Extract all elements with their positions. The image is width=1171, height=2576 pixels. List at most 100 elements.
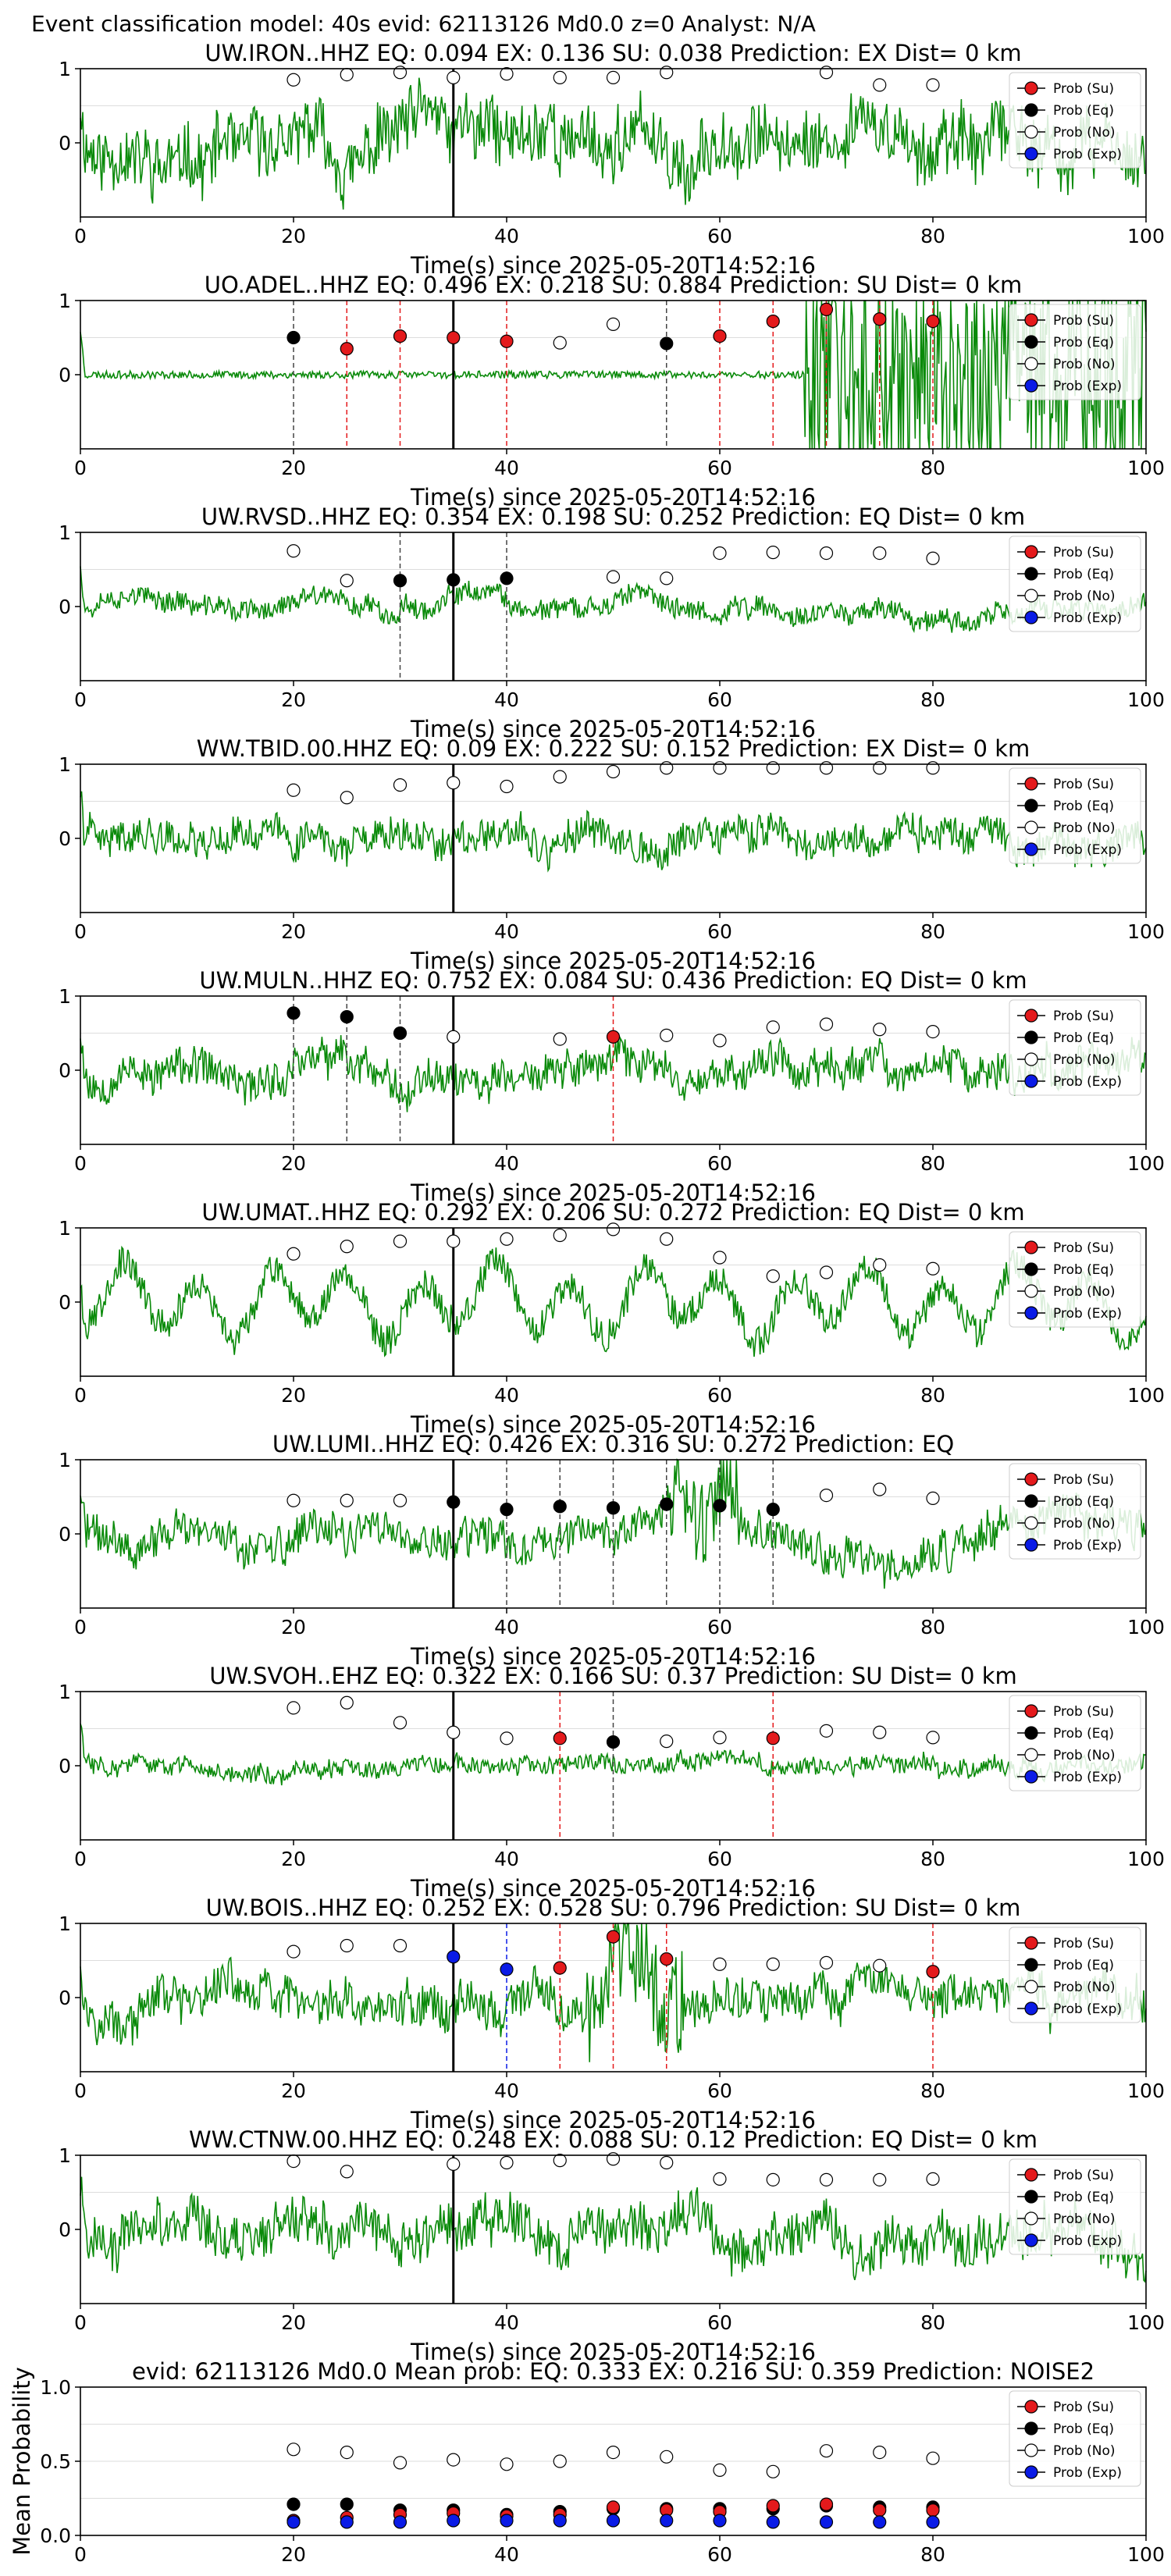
x-tick-label: 60 — [707, 920, 732, 943]
prob-point-su — [393, 329, 408, 343]
y-tick-label: 0 — [59, 1523, 71, 1546]
prob-point-no — [660, 1232, 674, 1246]
legend-label: Prob (Su) — [1053, 1472, 1114, 1488]
panel-title: UO.ADEL..HHZ EQ: 0.496 EX: 0.218 SU: 0.8… — [205, 272, 1023, 298]
x-tick-label: 60 — [707, 2543, 732, 2566]
x-tick-label: 0 — [74, 2543, 87, 2566]
prob-point-no — [500, 779, 514, 794]
waveform-line — [80, 1245, 1147, 1357]
legend-label: Prob (Su) — [1053, 1009, 1114, 1024]
x-tick-label: 60 — [707, 1384, 732, 1407]
prob-point-no — [287, 73, 301, 87]
x-tick-label: 20 — [281, 1384, 306, 1407]
prob-point-eq — [287, 1006, 301, 1020]
y-tick-label: 0 — [59, 2218, 71, 2241]
prob-point-exp — [447, 2514, 461, 2528]
prob-point-no — [819, 2444, 834, 2458]
prob-point-no — [819, 1955, 834, 1969]
waveform-line — [80, 566, 1147, 633]
legend-marker-su — [1024, 313, 1038, 327]
prob-point-no — [873, 1258, 887, 1272]
legend-frame — [1009, 1463, 1141, 1560]
legend: Prob (Su) Prob (Eq) Prob (No) Prob (Exp) — [1009, 1231, 1141, 1328]
prob-point-eq — [660, 336, 674, 350]
legend-label: Prob (Eq) — [1053, 1262, 1114, 1278]
prob-point-no — [393, 2456, 408, 2470]
x-tick-label: 40 — [494, 2080, 519, 2102]
legend: Prob (Su) Prob (Eq) Prob (No) Prob (Exp) — [1009, 1927, 1141, 2023]
panel-title: evid: 62113126 Md0.0 Mean prob: EQ: 0.33… — [132, 2358, 1094, 2385]
x-tick-label: 20 — [281, 2080, 306, 2102]
prob-point-exp — [553, 2514, 567, 2528]
x-tick-label: 0 — [74, 688, 87, 711]
prob-point-no — [660, 2450, 674, 2464]
x-tick-label: 80 — [920, 225, 945, 247]
legend-label: Prob (No) — [1053, 357, 1116, 372]
legend: Prob (Su) Prob (Eq) Prob (No) Prob (Exp) — [1009, 2390, 1141, 2487]
legend-label: Prob (Exp) — [1053, 842, 1122, 858]
x-tick-label: 60 — [707, 1152, 732, 1175]
x-tick-label: 100 — [1127, 1384, 1165, 1407]
prob-point-su — [926, 2503, 940, 2517]
x-tick-label: 40 — [494, 457, 519, 479]
y-tick-label: 0.0 — [40, 2524, 71, 2547]
prob-point-no — [500, 67, 514, 81]
legend-marker-su — [1024, 1472, 1038, 1486]
legend: Prob (Su) Prob (Eq) Prob (No) Prob (Exp) — [1009, 304, 1141, 400]
prob-point-no — [660, 1735, 674, 1749]
panel-6: UW.UMAT..HHZ EQ: 0.292 EX: 0.206 SU: 0.2… — [59, 1199, 1165, 1438]
x-tick-label: 0 — [74, 1848, 87, 1870]
panel-title: UW.LUMI..HHZ EQ: 0.426 EX: 0.316 SU: 0.2… — [272, 1431, 954, 1457]
prob-point-no — [340, 2446, 354, 2460]
legend-label: Prob (Eq) — [1053, 1958, 1114, 1973]
x-axis-label: Time(s) since 2025-05-20T14:52:16 — [410, 1875, 816, 1902]
y-tick-label: 0 — [59, 827, 71, 850]
x-tick-label: 80 — [920, 1384, 945, 1407]
x-tick-label: 40 — [494, 2311, 519, 2334]
prob-point-no — [553, 770, 567, 784]
legend-label: Prob (Su) — [1053, 81, 1114, 97]
legend-label: Prob (Su) — [1053, 1704, 1114, 1720]
prob-point-no — [713, 1731, 727, 1745]
legend-marker-eq — [1024, 799, 1038, 813]
prob-point-no — [340, 67, 354, 82]
legend-marker-eq — [1024, 103, 1038, 117]
prob-point-no — [926, 1731, 940, 1745]
y-tick-label: 1 — [59, 1912, 71, 1935]
panel-1: UW.IRON..HHZ EQ: 0.094 EX: 0.136 SU: 0.0… — [59, 40, 1165, 279]
prob-point-no — [393, 1938, 408, 1953]
legend-marker-su — [1024, 81, 1038, 95]
panel-title: WW.TBID.00.HHZ EQ: 0.09 EX: 0.222 SU: 0.… — [197, 735, 1030, 762]
prob-point-no — [340, 1938, 354, 1953]
legend-label: Prob (No) — [1053, 2211, 1116, 2227]
waveform-line — [80, 791, 1147, 873]
legend-marker-su — [1024, 1009, 1038, 1023]
prob-point-su — [766, 1731, 780, 1745]
legend-marker-eq — [1024, 1030, 1038, 1044]
prob-point-no — [553, 336, 567, 350]
x-tick-label: 100 — [1127, 920, 1165, 943]
y-tick-label: 0 — [59, 1755, 71, 1777]
x-tick-label: 20 — [281, 920, 306, 943]
prob-point-no — [660, 66, 674, 80]
prob-point-no — [606, 317, 621, 331]
prob-point-no — [606, 2446, 621, 2460]
legend-marker-exp — [1024, 842, 1038, 856]
panel-10: WW.CTNW.00.HHZ EQ: 0.248 EX: 0.088 SU: 0… — [59, 2126, 1165, 2365]
x-tick-label: 40 — [494, 688, 519, 711]
x-tick-label: 100 — [1127, 225, 1165, 247]
panel-title: UW.UMAT..HHZ EQ: 0.292 EX: 0.206 SU: 0.2… — [201, 1199, 1024, 1226]
x-tick-label: 60 — [707, 2311, 732, 2334]
x-tick-label: 80 — [920, 457, 945, 479]
x-axis-label: Time(s) since 2025-05-20T14:52:16 — [410, 484, 816, 511]
prob-point-su — [606, 1030, 621, 1044]
legend-marker-su — [1024, 2168, 1038, 2182]
prob-point-no — [287, 1944, 301, 1959]
prob-point-exp — [447, 1950, 461, 1964]
x-axis-label: Time(s) since 2025-05-20T14:52:16 — [410, 716, 816, 742]
prob-point-no — [819, 1488, 834, 1503]
legend-marker-eq — [1024, 2190, 1038, 2204]
prob-point-no — [447, 2453, 461, 2467]
prob-point-no — [926, 2172, 940, 2186]
legend-frame — [1009, 2158, 1141, 2255]
